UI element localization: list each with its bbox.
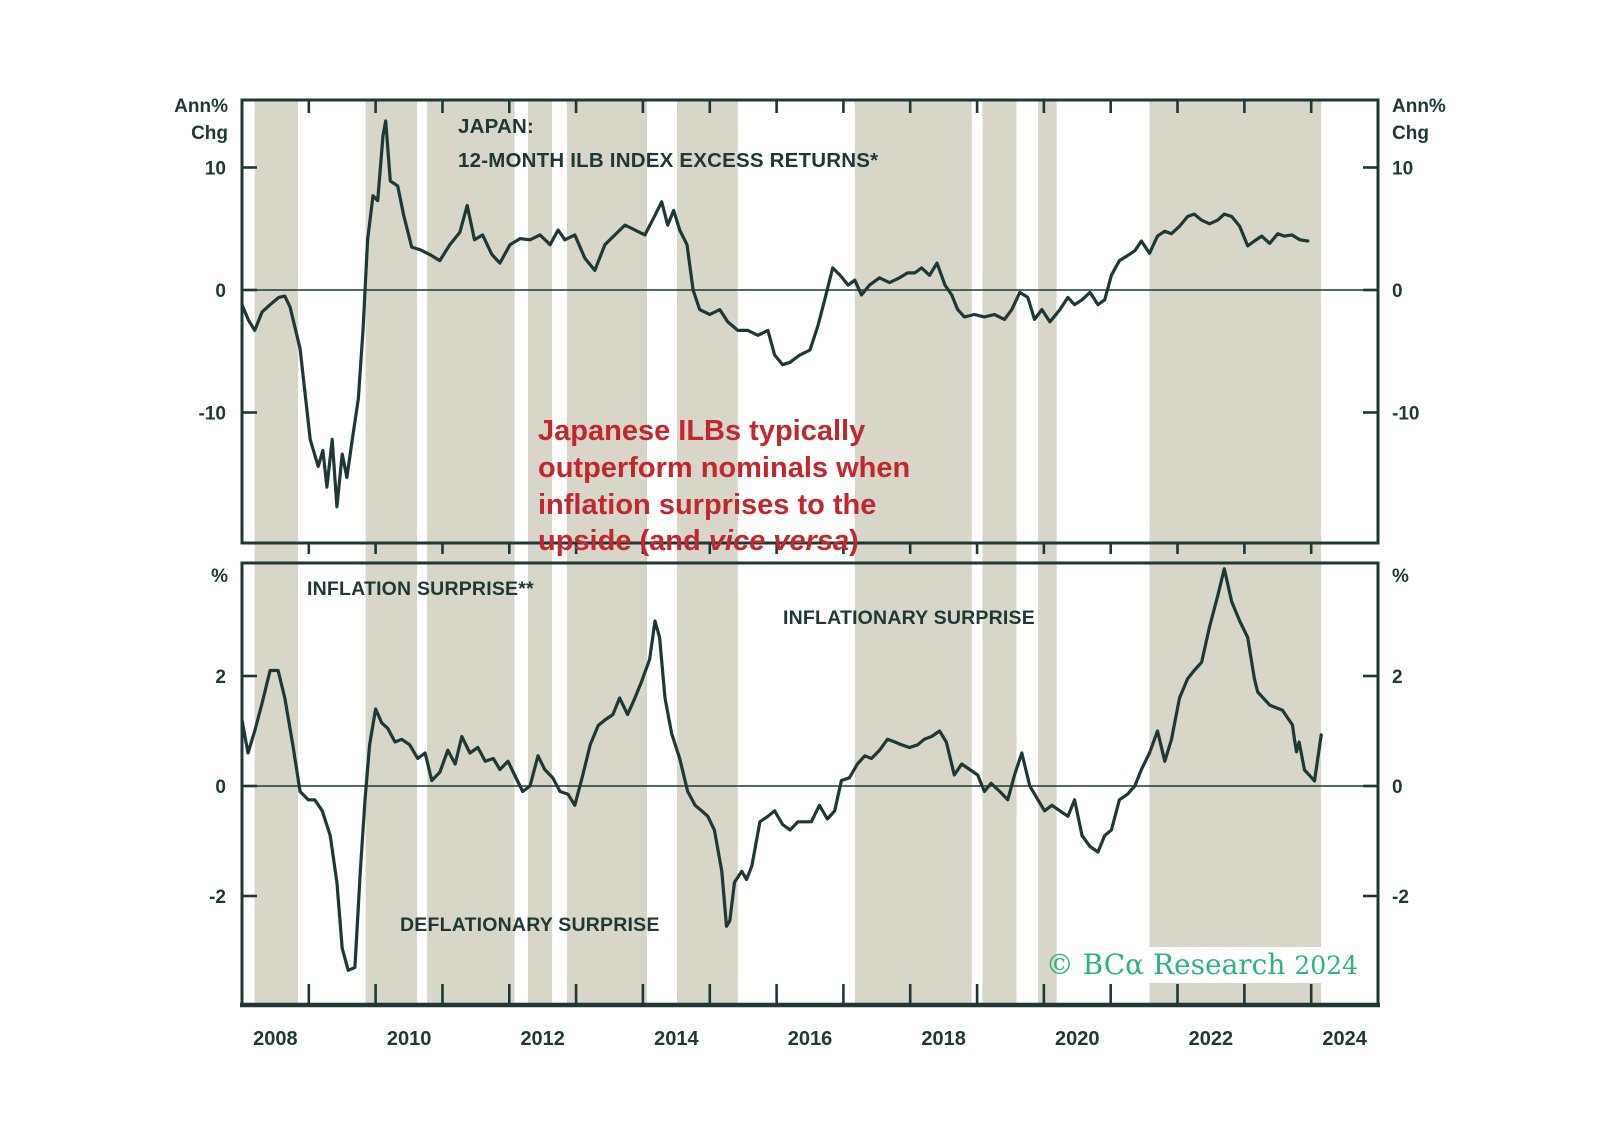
annotation-note-line3: inflation surprises to the xyxy=(538,489,876,521)
deflationary-surprise-label: DEFLATIONARY SURPRISE xyxy=(400,914,660,936)
y-axis-unit-right-line1: Ann% xyxy=(1392,96,1446,117)
logo-background xyxy=(1072,947,1368,983)
shaded-band xyxy=(982,100,1017,1005)
x-tick-label: 2020 xyxy=(1055,1028,1100,1050)
chart-title-line1: JAPAN: xyxy=(458,115,534,138)
ilb-returns-line xyxy=(240,119,1310,509)
y-tick-label: -2 xyxy=(209,887,226,908)
y-tick-label: 0 xyxy=(1392,281,1403,302)
y-tick-label: 10 xyxy=(1392,159,1413,180)
inflationary-surprise-label: INFLATIONARY SURPRISE xyxy=(783,607,1035,629)
y-axis-unit-left-line2: Chg xyxy=(191,123,228,144)
pct-unit-left: % xyxy=(211,566,228,587)
axis-ticks xyxy=(242,100,1378,1005)
annotation-note: Japanese ILBs typically outperform nomin… xyxy=(538,415,910,557)
y-tick-label: 0 xyxy=(215,777,226,798)
x-tick-label: 2024 xyxy=(1322,1028,1367,1050)
y-tick-label: -10 xyxy=(199,404,226,425)
x-tick-label: 2014 xyxy=(654,1028,699,1050)
top-panel-frame xyxy=(240,98,1380,545)
shaded-band xyxy=(1037,100,1057,1005)
x-tick-label: 2010 xyxy=(387,1028,432,1050)
x-tick-label: 2012 xyxy=(520,1028,565,1050)
shaded-band xyxy=(254,100,299,1005)
shaded-band xyxy=(528,100,553,1005)
shaded-band xyxy=(427,100,515,1005)
annotation-note-line4: upside (and vice versa) xyxy=(538,525,859,557)
pct-unit-right: % xyxy=(1392,566,1409,587)
annotation-note-line2: outperform nominals when xyxy=(538,452,910,484)
y-tick-label: 10 xyxy=(205,159,226,180)
x-tick-label: 2016 xyxy=(788,1028,833,1050)
shaded-band xyxy=(365,100,418,1005)
y-axis-unit-left-line1: Ann% xyxy=(174,96,228,117)
x-tick-label: 2018 xyxy=(921,1028,966,1050)
y-tick-label: 0 xyxy=(1392,777,1403,798)
data-series xyxy=(240,119,1323,972)
annotation-note-line1: Japanese ILBs typically xyxy=(538,415,865,447)
chart-title-line2: 12-MONTH ILB INDEX EXCESS RETURNS* xyxy=(458,149,878,172)
shaded-band xyxy=(854,100,972,1005)
x-tick-label: 2008 xyxy=(253,1028,298,1050)
x-tick-label: 2022 xyxy=(1189,1028,1234,1050)
y-tick-label: 0 xyxy=(215,281,226,302)
y-tick-label: -2 xyxy=(1392,887,1409,908)
y-tick-label: 2 xyxy=(215,667,226,688)
inflation-surprise-label: INFLATION SURPRISE** xyxy=(307,578,534,600)
axis-tick-labels: 10 10 0 0 -10 -10 2 2 0 0 -2 -2 2008 2010 2012 2014 2016… xyxy=(199,159,1420,1051)
y-axis-unit-right-line2: Chg xyxy=(1392,123,1429,144)
y-tick-label: -10 xyxy=(1392,404,1419,425)
bca-research-logo: © BCα Research 2024 xyxy=(1046,948,1358,981)
inflation-surprise-line xyxy=(240,567,1323,972)
y-tick-label: 2 xyxy=(1392,667,1403,688)
